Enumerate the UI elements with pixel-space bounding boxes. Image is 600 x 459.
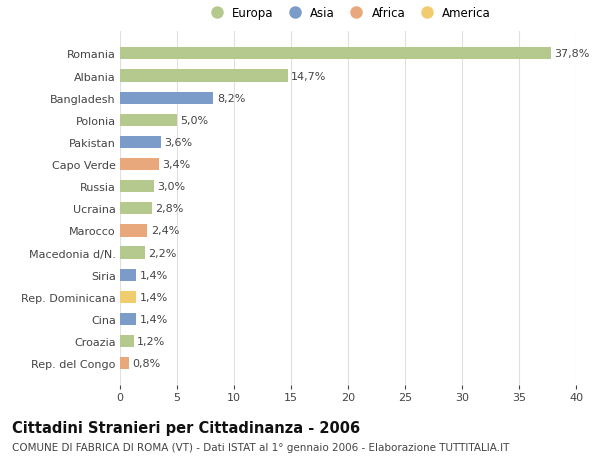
Text: Cittadini Stranieri per Cittadinanza - 2006: Cittadini Stranieri per Cittadinanza - 2… [12, 420, 360, 435]
Text: 14,7%: 14,7% [291, 71, 326, 81]
Text: 1,4%: 1,4% [139, 270, 167, 280]
Text: 1,4%: 1,4% [139, 314, 167, 324]
Bar [120, 48, 551, 60]
Text: 8,2%: 8,2% [217, 94, 245, 103]
Bar [120, 247, 145, 259]
Bar [120, 225, 148, 237]
Bar [120, 181, 154, 193]
Bar [120, 70, 287, 83]
Text: 2,8%: 2,8% [155, 204, 184, 214]
Text: 1,2%: 1,2% [137, 336, 166, 347]
Legend: Europa, Asia, Africa, America: Europa, Asia, Africa, America [203, 5, 493, 22]
Bar [120, 136, 161, 149]
Text: 2,2%: 2,2% [149, 248, 177, 258]
Bar [120, 269, 136, 281]
Bar [120, 114, 177, 127]
Text: 1,4%: 1,4% [139, 292, 167, 302]
Bar [120, 313, 136, 325]
Text: 3,0%: 3,0% [158, 182, 186, 192]
Bar [120, 159, 159, 171]
Bar [120, 358, 129, 369]
Text: 2,4%: 2,4% [151, 226, 179, 236]
Text: COMUNE DI FABRICA DI ROMA (VT) - Dati ISTAT al 1° gennaio 2006 - Elaborazione TU: COMUNE DI FABRICA DI ROMA (VT) - Dati IS… [12, 442, 509, 452]
Bar [120, 92, 214, 105]
Bar [120, 203, 152, 215]
Text: 3,4%: 3,4% [162, 160, 190, 170]
Bar [120, 335, 134, 347]
Bar [120, 291, 136, 303]
Text: 0,8%: 0,8% [133, 358, 161, 369]
Text: 3,6%: 3,6% [164, 138, 193, 148]
Text: 5,0%: 5,0% [181, 116, 209, 125]
Text: 37,8%: 37,8% [554, 49, 590, 59]
